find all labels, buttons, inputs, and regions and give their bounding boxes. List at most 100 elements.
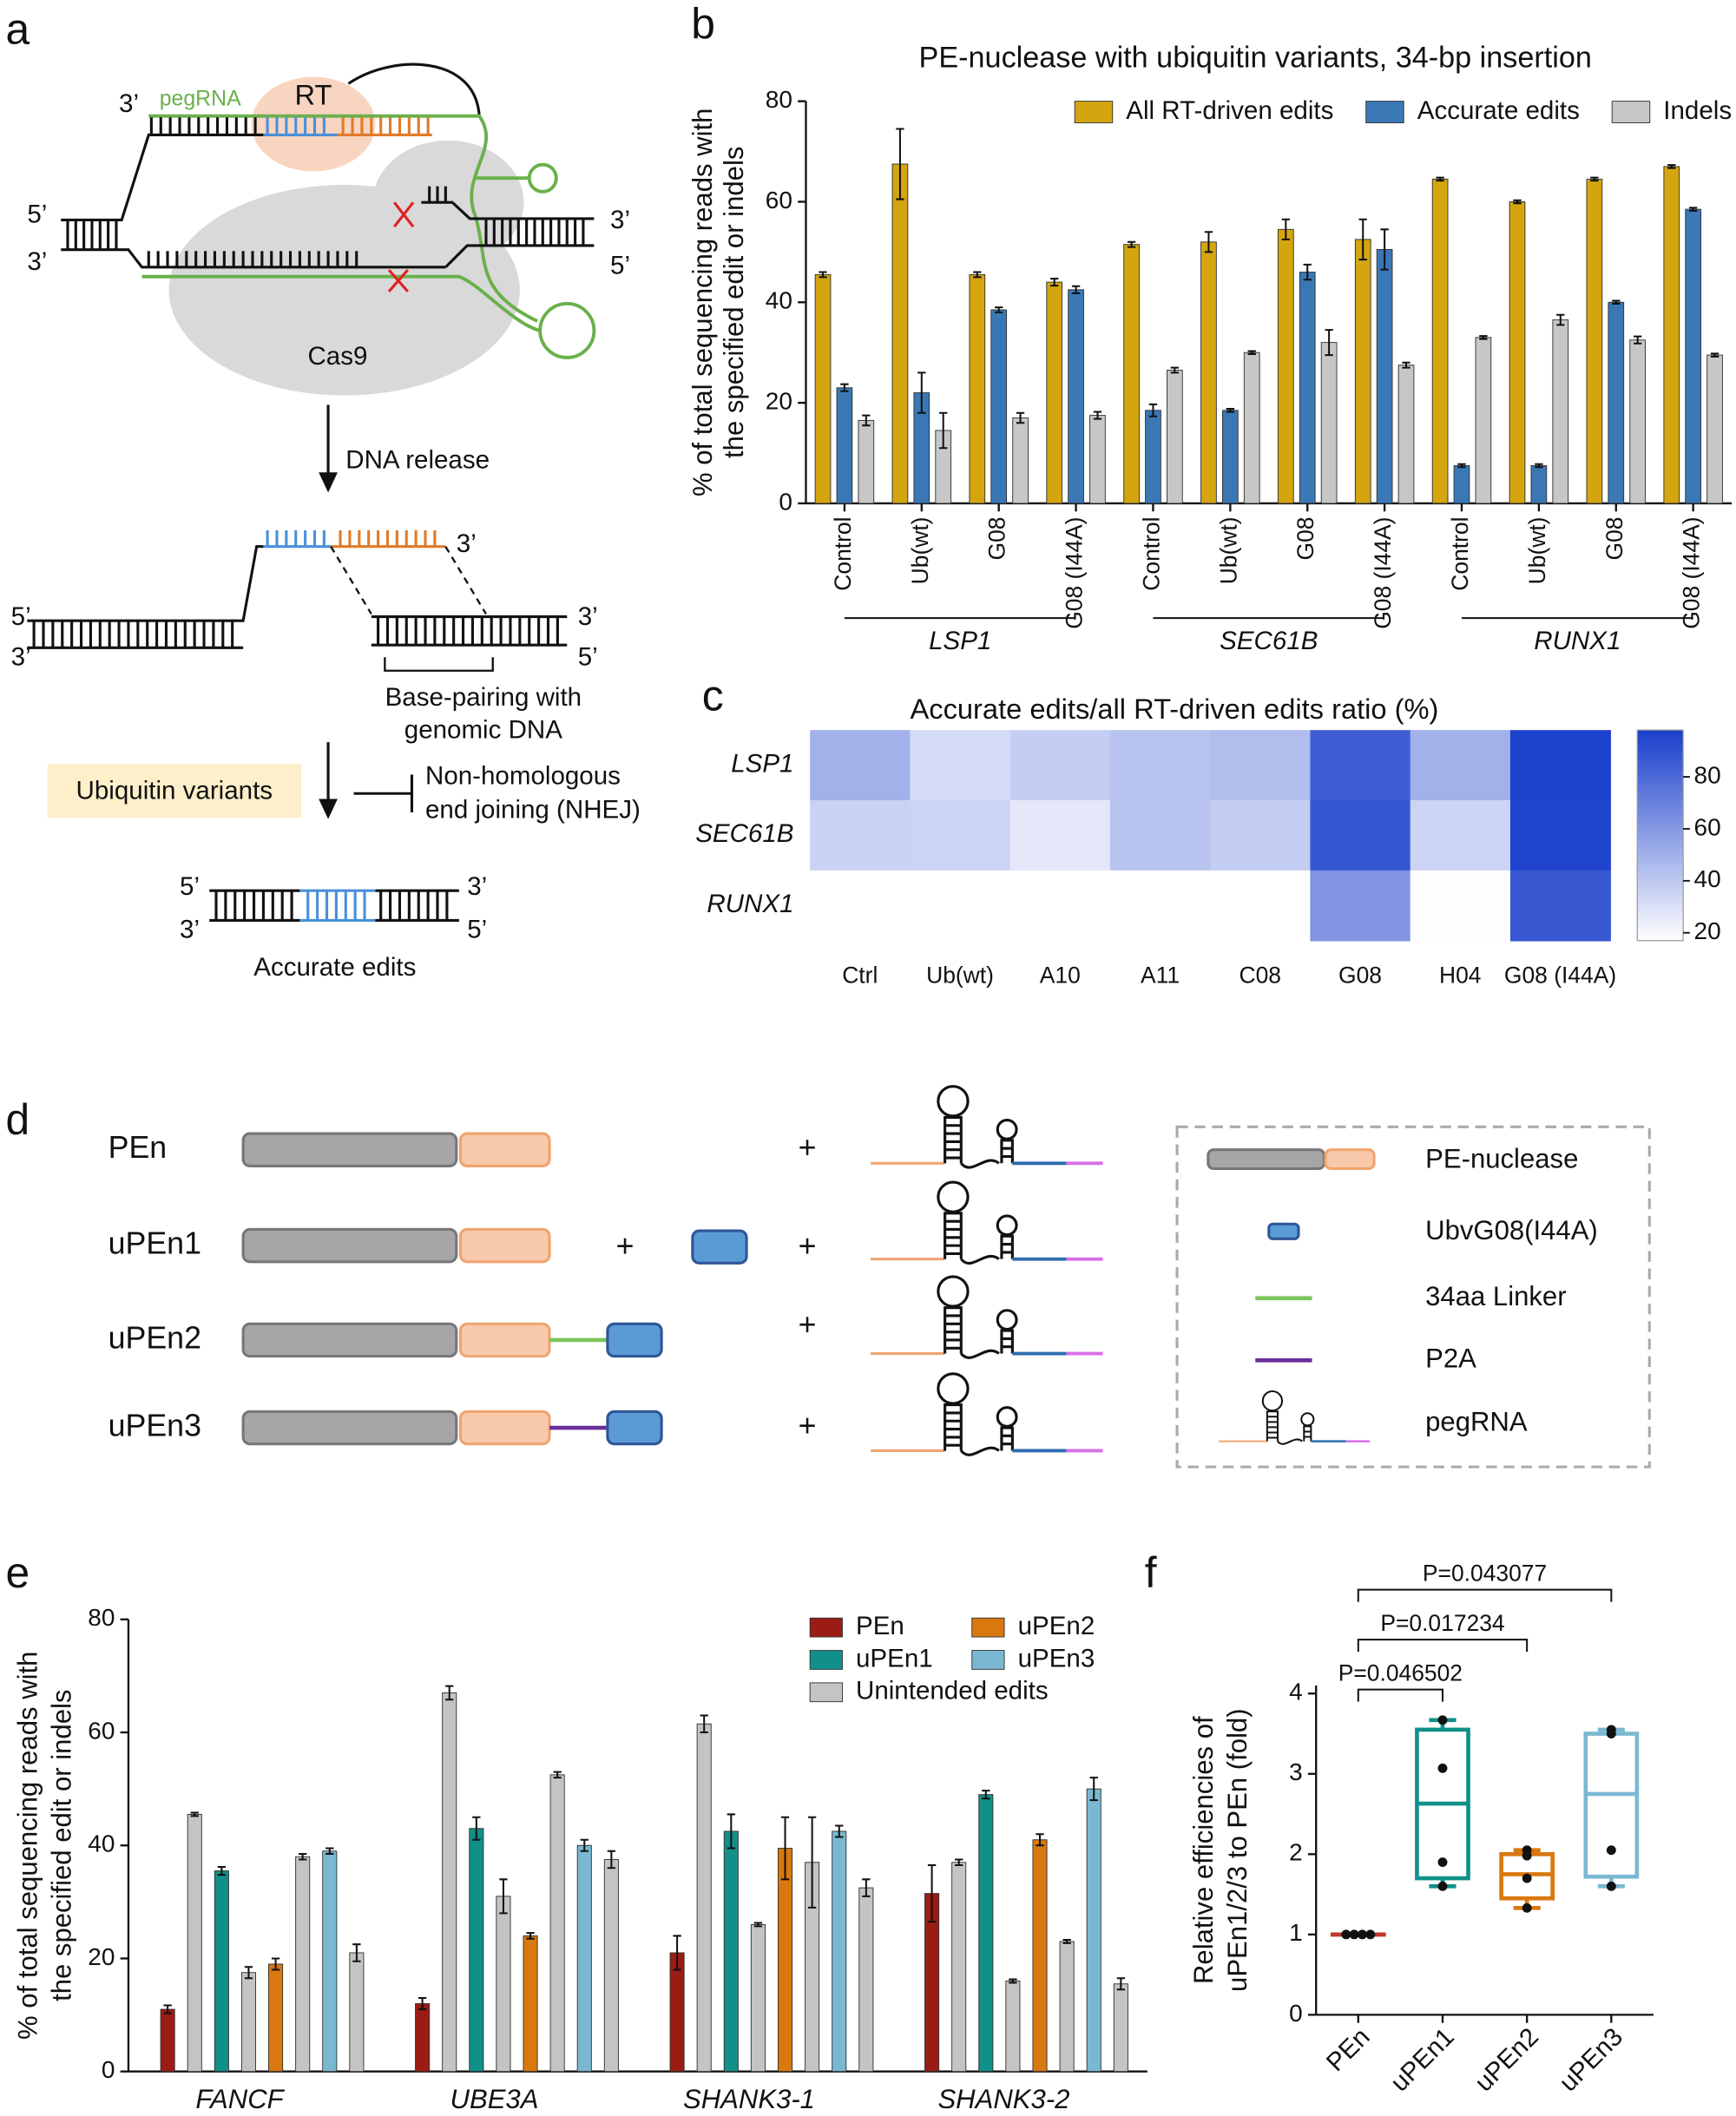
- x-tick-label: PEn: [1321, 2022, 1376, 2077]
- error-bar: [1116, 1977, 1125, 1991]
- ubv-block: [606, 1322, 663, 1358]
- error-bar: [673, 1935, 681, 1971]
- error-bar: [553, 1771, 562, 1779]
- bar: [1509, 200, 1526, 504]
- bar: [990, 309, 1008, 504]
- nuclease-block: [458, 1227, 551, 1264]
- error-bar: [499, 1878, 508, 1915]
- heat-cell: [1009, 800, 1111, 871]
- tether: [347, 62, 481, 116]
- bar: [1166, 370, 1183, 504]
- error-bar: [727, 1813, 735, 1850]
- bar: [469, 1828, 484, 2073]
- x-tick-label: G08: [1338, 963, 1382, 989]
- legend-swatch: [809, 1682, 843, 1703]
- comparison-bracket: [1357, 1688, 1443, 1702]
- y-tick-label: 0: [779, 488, 792, 515]
- x-tick-label: Control: [1447, 517, 1473, 591]
- bar: [1046, 281, 1063, 504]
- error-bar: [1457, 463, 1466, 469]
- x-tick-label: Ctrl: [842, 963, 878, 989]
- bar: [1663, 166, 1680, 504]
- bar: [1123, 244, 1140, 504]
- bar: [891, 163, 909, 504]
- base-pairs: [149, 117, 257, 135]
- nuclease-block: [458, 1132, 551, 1167]
- heat-cell: [1109, 800, 1211, 871]
- error-bar: [1358, 218, 1367, 261]
- bar: [603, 1859, 619, 2073]
- legend-swatch: [809, 1650, 843, 1670]
- base-pairs: [341, 117, 430, 135]
- error-bar: [1089, 1777, 1098, 1802]
- end-label: 3’: [457, 529, 477, 558]
- bar: [951, 1862, 967, 2073]
- bar: [832, 1830, 847, 2073]
- whisker: [1597, 1727, 1625, 1889]
- error-bar: [580, 1838, 589, 1852]
- error-bar: [862, 414, 871, 427]
- base-pairs: [147, 251, 358, 267]
- pegrna-icon: [1217, 1390, 1371, 1445]
- end-label: 5’: [578, 643, 598, 672]
- error-bar: [472, 1816, 481, 1841]
- legend-swatch: [1365, 101, 1404, 123]
- bar: [858, 419, 875, 504]
- comparison-bracket: [1357, 1639, 1529, 1653]
- x-tick-label: G08: [1292, 517, 1318, 561]
- bar: [442, 1692, 457, 2073]
- pe-block: [241, 1227, 458, 1264]
- heat-cell: [1210, 730, 1312, 801]
- y-tick-label: 20: [88, 1943, 115, 1970]
- error-bar: [1436, 176, 1444, 182]
- bar: [1706, 354, 1723, 504]
- end-label: 3’: [27, 247, 47, 276]
- bar: [1113, 1983, 1128, 2073]
- y-axis-label: the specified edit or indels: [47, 1690, 77, 2001]
- row-label: SEC61B: [695, 819, 793, 848]
- error-bar: [217, 1865, 227, 1876]
- y-axis-label: uPEn1/2/3 to PEn (fold): [1222, 1708, 1253, 1992]
- point: [1522, 1902, 1532, 1913]
- bar: [1145, 410, 1161, 504]
- heat-cell: [1009, 870, 1111, 942]
- base-pairs: [306, 890, 366, 921]
- bar: [1552, 319, 1569, 504]
- bar: [1012, 417, 1029, 504]
- row-label: RUNX1: [707, 890, 793, 918]
- error-bar: [1513, 199, 1522, 205]
- x-tick-label: G08 (I44A): [1370, 517, 1396, 629]
- point: [1437, 1857, 1448, 1868]
- heat-cell: [910, 870, 1011, 942]
- colorbar: [1636, 729, 1684, 942]
- legend-label: pegRNA: [1425, 1407, 1528, 1437]
- bar: [723, 1830, 739, 2073]
- bar: [1453, 465, 1470, 504]
- heat-cell: [1509, 870, 1611, 942]
- legend-label: All RT-driven edits: [1126, 96, 1333, 125]
- construct-label: uPEn3: [108, 1408, 201, 1442]
- bar: [1221, 410, 1239, 504]
- error-bar: [1093, 411, 1102, 420]
- x-tick-label: A10: [1040, 963, 1081, 989]
- y-axis-label: % of total sequencing reads with: [13, 1652, 43, 2040]
- pegrna-label: pegRNA: [160, 87, 241, 111]
- bar: [777, 1848, 793, 2073]
- point: [1341, 1929, 1351, 1940]
- error-bar: [271, 1957, 280, 1971]
- end-label: 3’: [578, 602, 598, 631]
- end-label: 3’: [610, 206, 630, 234]
- legend-label: 34aa Linker: [1425, 1281, 1566, 1311]
- bar: [978, 1794, 994, 2073]
- heat-cell: [1109, 870, 1211, 942]
- end-label: 3’: [467, 872, 487, 901]
- bar: [1475, 337, 1492, 504]
- bar: [322, 1850, 338, 2073]
- bar: [160, 2008, 175, 2073]
- error-bar: [1688, 207, 1698, 212]
- base-pairs: [214, 890, 293, 921]
- legend-box: [1175, 1125, 1651, 1469]
- error-bar: [1247, 350, 1256, 355]
- panel-label: a: [5, 4, 30, 53]
- chart-title: Accurate edits/all RT-driven edits ratio…: [910, 693, 1438, 725]
